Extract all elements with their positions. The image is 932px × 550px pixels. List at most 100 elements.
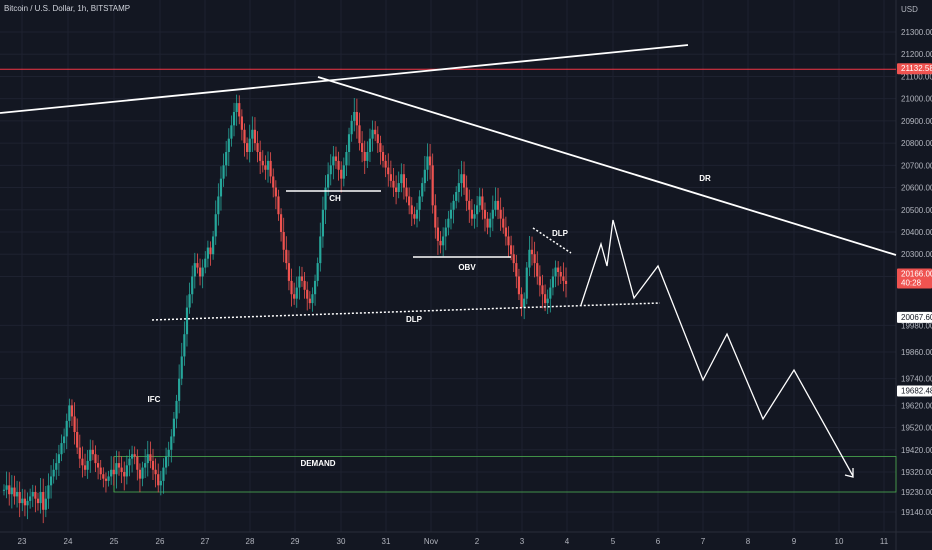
candle-body — [63, 436, 66, 444]
candle-body — [308, 298, 311, 304]
candle-body — [13, 487, 16, 497]
annotation-label-obv: OBV — [458, 263, 476, 272]
candle-body — [507, 236, 510, 246]
candle-body — [452, 200, 455, 210]
candle-body — [209, 247, 212, 255]
candle-body — [345, 152, 348, 166]
candle-body — [49, 476, 53, 486]
candle-body — [204, 258, 207, 268]
candle-body — [400, 174, 403, 184]
time-tick-label: 10 — [835, 537, 844, 546]
candle-body — [256, 143, 259, 152]
candle-body — [272, 176, 275, 188]
price-tick-label: 19420.00 — [901, 446, 932, 455]
candle-body — [366, 152, 369, 161]
price-tick-label: 19980.00 — [901, 321, 932, 330]
price-tick-label: 21100.00 — [901, 72, 932, 81]
annotation-label-ifc: IFC — [148, 395, 161, 404]
candle-body — [144, 463, 147, 468]
candle-body — [15, 492, 19, 497]
candle-body — [8, 485, 11, 495]
price-tick-label: 20800.00 — [901, 139, 932, 148]
candle-body — [282, 232, 285, 250]
candle-body — [554, 267, 557, 277]
candle-body — [151, 460, 155, 470]
candle-body — [546, 298, 549, 304]
candle-body — [10, 487, 13, 495]
candle-body — [170, 436, 173, 450]
candle-body — [44, 498, 47, 510]
candle-body — [287, 263, 291, 281]
time-tick-label: 27 — [201, 537, 210, 546]
candle-body — [520, 294, 523, 308]
candle-body — [55, 463, 58, 470]
candle-body — [91, 449, 94, 455]
candle-body — [112, 469, 115, 475]
candle-body — [86, 460, 89, 470]
candle-body — [293, 294, 296, 299]
price-tick-label: 19740.00 — [901, 375, 932, 384]
candle-body — [528, 249, 531, 268]
candle-body — [562, 276, 565, 281]
candle-body — [384, 160, 387, 168]
candle-body — [512, 254, 515, 264]
price-badge — [897, 311, 932, 323]
candle-body — [303, 280, 306, 290]
candle-body — [431, 165, 434, 206]
candle-body — [502, 218, 505, 228]
candle-body — [447, 218, 450, 228]
price-tick-label: 19520.00 — [901, 424, 932, 433]
candle-body — [449, 209, 453, 219]
candle-body — [361, 143, 364, 152]
candle-body — [455, 192, 458, 201]
candle-body — [225, 152, 228, 166]
time-tick-label: 9 — [792, 537, 797, 546]
candle-body — [439, 240, 442, 246]
price-tick-label: 20400.00 — [901, 228, 932, 237]
rising-trendline — [0, 44, 689, 114]
candle-body — [42, 492, 45, 510]
candle-body — [191, 276, 194, 295]
candle-body — [60, 443, 63, 455]
dlp-dotted-support-line — [151, 302, 661, 321]
candle-body — [183, 334, 186, 357]
candle-body — [248, 138, 251, 152]
candle-body — [559, 272, 562, 277]
candle-body — [436, 227, 440, 241]
candle-body — [23, 498, 27, 506]
candle-body — [120, 467, 123, 472]
candle-body — [94, 454, 97, 464]
time-tick-label: 8 — [746, 537, 751, 546]
candle-body — [167, 449, 170, 457]
time-tick-label: 25 — [110, 537, 119, 546]
candle-body — [392, 180, 395, 188]
descending-trendline — [317, 76, 897, 256]
candle-body — [444, 227, 447, 237]
candle-body — [274, 187, 277, 197]
candle-body — [117, 463, 121, 468]
price-tick-label: 20600.00 — [901, 184, 932, 193]
candle-body — [371, 129, 374, 139]
candle-body — [123, 472, 126, 477]
candle-body — [164, 456, 168, 468]
candle-body — [368, 138, 372, 152]
candle-body — [483, 209, 487, 219]
candle-body — [138, 469, 142, 479]
candle-body — [47, 485, 50, 499]
candle-body — [70, 405, 74, 417]
price-tick-label: 19860.00 — [901, 348, 932, 357]
price-tick-label: 21300.00 — [901, 28, 932, 37]
candle-body — [515, 263, 518, 277]
annotation-label-dr: DR — [699, 174, 711, 183]
candle-body — [504, 227, 507, 237]
price-badge-label: 20166.00 — [901, 269, 932, 278]
dlp-dotted-descending-line — [532, 227, 572, 254]
candle-body — [146, 454, 149, 464]
price-tick-label: 20300.00 — [901, 250, 932, 259]
price-tick-label: 21000.00 — [901, 95, 932, 104]
candle-body — [2, 489, 6, 491]
price-badge-label: 20067.60 — [901, 313, 932, 322]
annotation-label-dlp: DLP — [552, 229, 569, 238]
candle-body — [36, 498, 40, 504]
